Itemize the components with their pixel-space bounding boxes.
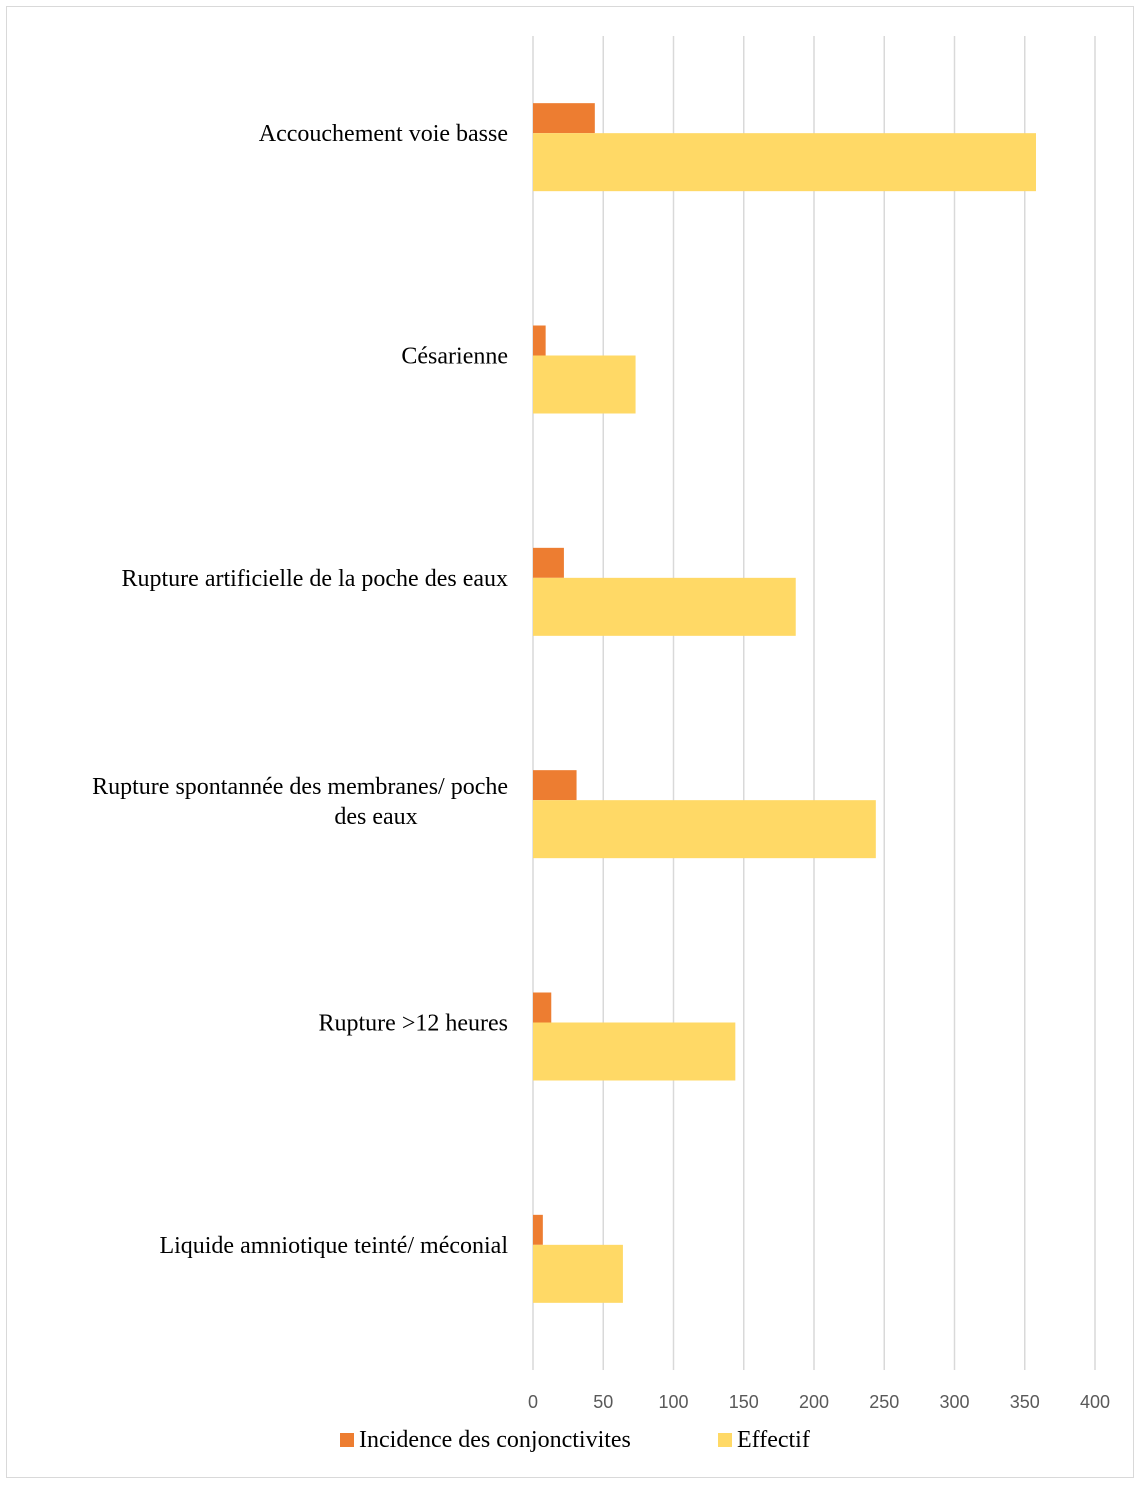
x-tick-label: 150 bbox=[729, 1392, 759, 1412]
bar-effectif bbox=[533, 1244, 623, 1303]
x-tick-label: 250 bbox=[869, 1392, 899, 1412]
category-label: Césarienne bbox=[401, 344, 508, 370]
bar-effectif bbox=[533, 577, 796, 636]
bar-effectif bbox=[533, 133, 1036, 192]
bar-incidence bbox=[533, 325, 546, 356]
bar-effectif bbox=[533, 1022, 736, 1081]
bars bbox=[533, 103, 1036, 1303]
category-label: Liquide amniotique teinté/ méconial bbox=[159, 1233, 508, 1259]
bar-effectif bbox=[533, 800, 876, 859]
x-tick-label: 300 bbox=[939, 1392, 969, 1412]
bar-effectif bbox=[533, 355, 636, 414]
category-labels: Accouchement voie basse Césarienne Rupture… bbox=[92, 121, 508, 1259]
category-label: Accouchement voie basse bbox=[259, 121, 508, 147]
legend-label-incidence: Incidence des conjonctivites bbox=[359, 1427, 631, 1453]
legend-swatch-effectif bbox=[718, 1433, 732, 1447]
bar-incidence bbox=[533, 547, 564, 578]
legend: Incidence des conjonctivites Effectif bbox=[340, 1427, 810, 1453]
gridlines bbox=[532, 36, 1096, 1370]
x-tick-labels: 0 50 100 150 200 250 300 350 400 bbox=[528, 1392, 1110, 1412]
legend-label-effectif: Effectif bbox=[737, 1427, 810, 1453]
x-tick-label: 400 bbox=[1080, 1392, 1110, 1412]
x-tick-label: 100 bbox=[658, 1392, 688, 1412]
category-label: Rupture spontannée des membranes/ poche d… bbox=[92, 774, 508, 830]
x-tick-label: 200 bbox=[799, 1392, 829, 1412]
x-tick-label: 350 bbox=[1010, 1392, 1040, 1412]
category-label: Rupture >12 heures bbox=[319, 1011, 509, 1037]
category-label: Rupture artificielle de la poche des eau… bbox=[122, 566, 509, 592]
bar-incidence bbox=[533, 1214, 543, 1245]
x-tick-label: 0 bbox=[528, 1392, 538, 1412]
x-tick-label: 50 bbox=[593, 1392, 613, 1412]
legend-swatch-incidence bbox=[340, 1433, 354, 1447]
bar-incidence bbox=[533, 992, 552, 1023]
bar-incidence bbox=[533, 103, 595, 134]
bar-incidence bbox=[533, 770, 577, 801]
chart-frame bbox=[6, 6, 1134, 1478]
